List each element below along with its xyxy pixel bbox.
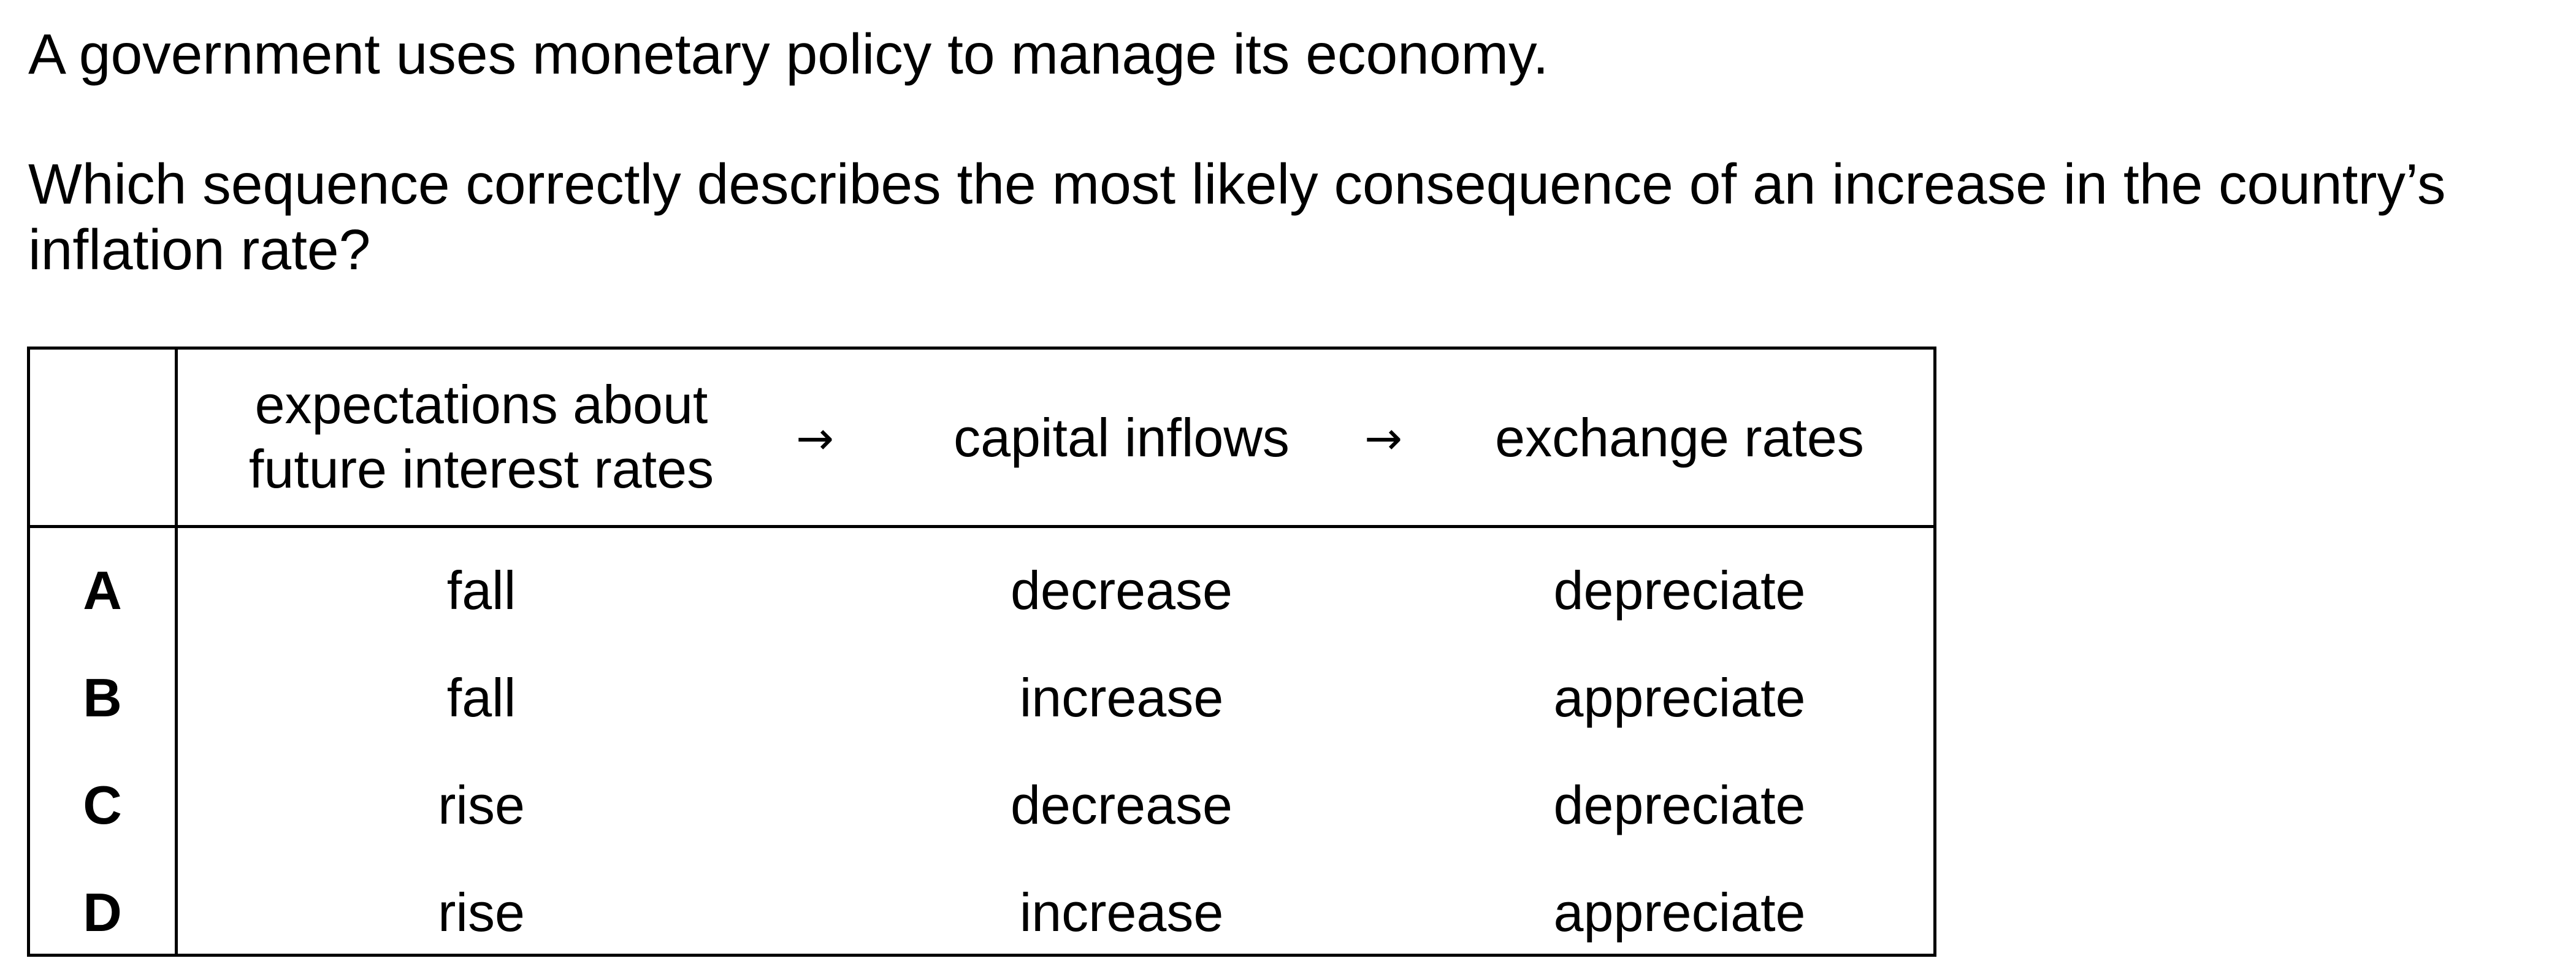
option-b-capital-inflows: increase bbox=[1019, 667, 1224, 728]
option-label-a[interactable]: A bbox=[83, 560, 122, 621]
option-a-capital-inflows: decrease bbox=[1010, 560, 1233, 621]
question-text-line-2: inflation rate? bbox=[28, 218, 371, 282]
header-expectations-line-2: future interest rates bbox=[248, 439, 714, 499]
option-a-expectations: fall bbox=[446, 560, 516, 621]
right-arrow-icon: → bbox=[1364, 412, 1402, 465]
option-d-expectations: rise bbox=[438, 882, 525, 943]
option-label-c[interactable]: C bbox=[83, 775, 122, 835]
answer-options-table: expectations about future interest rates… bbox=[27, 347, 1936, 957]
table-column-divider bbox=[175, 350, 178, 954]
option-b-expectations: fall bbox=[446, 667, 516, 728]
question-text-line-1: Which sequence correctly describes the m… bbox=[28, 152, 2446, 216]
option-c-exchange-rates: depreciate bbox=[1553, 775, 1806, 835]
header-expectations: expectations about future interest rates bbox=[178, 372, 785, 501]
option-label-b[interactable]: B bbox=[83, 667, 122, 728]
header-exchange-rates: exchange rates bbox=[1495, 407, 1864, 468]
option-label-d[interactable]: D bbox=[83, 882, 122, 943]
option-d-exchange-rates: appreciate bbox=[1553, 882, 1806, 943]
option-c-capital-inflows: decrease bbox=[1010, 775, 1233, 835]
option-c-expectations: rise bbox=[438, 775, 525, 835]
option-b-exchange-rates: appreciate bbox=[1553, 667, 1806, 728]
table-header-divider bbox=[30, 525, 1933, 528]
intro-text: A government uses monetary policy to man… bbox=[28, 22, 1549, 86]
option-d-capital-inflows: increase bbox=[1019, 882, 1224, 943]
header-capital-inflows: capital inflows bbox=[954, 407, 1290, 468]
header-expectations-line-1: expectations about bbox=[254, 374, 708, 435]
option-a-exchange-rates: depreciate bbox=[1553, 560, 1806, 621]
right-arrow-icon: → bbox=[795, 412, 834, 465]
